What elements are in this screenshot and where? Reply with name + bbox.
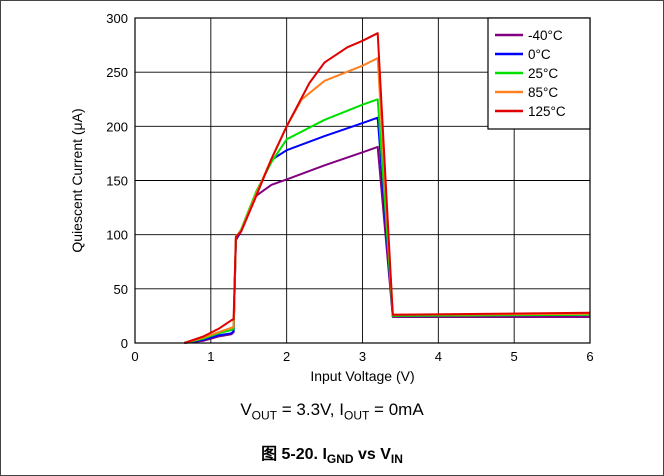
series-line bbox=[183, 32, 591, 344]
iout-value: = 0mA bbox=[369, 400, 424, 419]
x-tick-label: 2 bbox=[283, 349, 290, 364]
plot-area-border bbox=[134, 17, 591, 344]
y-tick-label: 0 bbox=[121, 336, 128, 351]
legend-label: 125°C bbox=[528, 104, 566, 119]
x-axis-label: Input Voltage (V) bbox=[310, 368, 414, 384]
vout-symbol: VOUT bbox=[240, 400, 278, 423]
y-tick-label: 250 bbox=[106, 65, 128, 80]
test-conditions: VOUT = 3.3V, IOUT = 0mA bbox=[0, 400, 664, 422]
vs-text: vs bbox=[353, 446, 381, 463]
x-tick-label: 5 bbox=[511, 349, 518, 364]
tick-labels: 0 1 2 3 4 5 6 0 50 100 150 200 250 300 bbox=[106, 11, 593, 364]
x-tick-label: 0 bbox=[131, 349, 138, 364]
figure-caption: 图 5-20. IGND vs VIN bbox=[0, 440, 664, 466]
vout-value: = 3.3V, bbox=[277, 400, 340, 419]
y-axis-label: Quiescent Current (μA) bbox=[69, 108, 85, 252]
y-tick-label: 100 bbox=[106, 228, 128, 243]
iout-symbol: IOUT bbox=[339, 400, 370, 423]
legend-label: 0°C bbox=[528, 47, 551, 62]
x-tick-label: 3 bbox=[359, 349, 366, 364]
legend-label: 25°C bbox=[528, 66, 558, 81]
x-tick-label: 4 bbox=[435, 349, 442, 364]
y-tick-label: 50 bbox=[114, 282, 128, 297]
legend: -40°C 0°C 25°C 85°C 125°C bbox=[487, 17, 591, 130]
legend-label: 85°C bbox=[528, 85, 558, 100]
x-tick-label: 6 bbox=[586, 349, 593, 364]
y-tick-label: 300 bbox=[106, 11, 128, 26]
vin-symbol: VIN bbox=[380, 446, 403, 467]
figure-number: 图 5-20. bbox=[261, 446, 323, 463]
x-tick-label: 1 bbox=[207, 349, 214, 364]
y-tick-label: 200 bbox=[106, 119, 128, 134]
y-tick-label: 150 bbox=[106, 174, 128, 189]
legend-label: -40°C bbox=[528, 28, 563, 43]
ignd-symbol: IGND bbox=[322, 446, 354, 467]
chart: 0 1 2 3 4 5 6 0 50 100 150 200 250 300 Input Voltage … bbox=[69, 11, 594, 384]
series-lines bbox=[183, 32, 591, 344]
